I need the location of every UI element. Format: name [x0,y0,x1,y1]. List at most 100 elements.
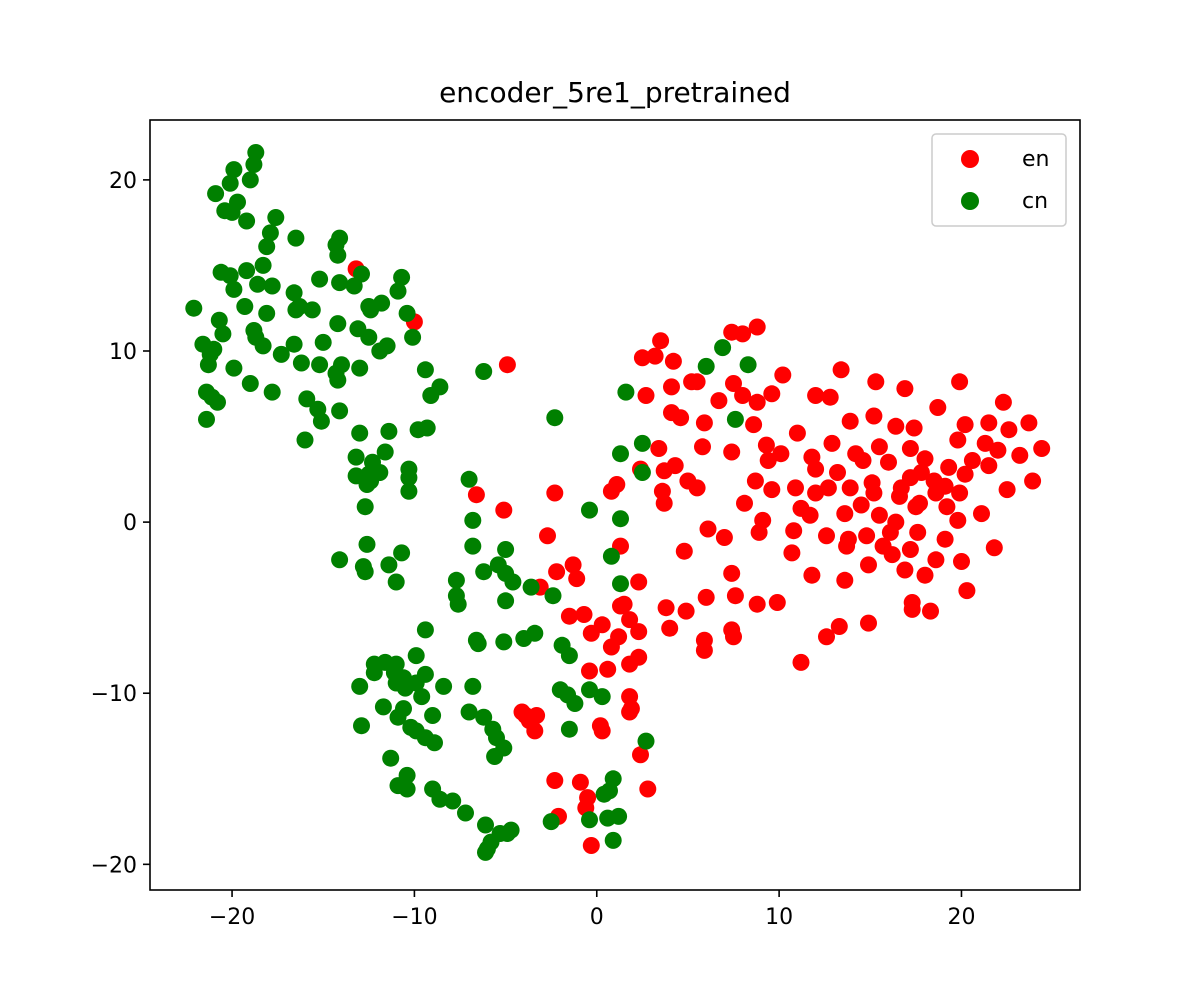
point-cn-63 [416,361,434,379]
point-en-96 [836,505,854,523]
point-en-133 [748,595,766,613]
point-cn-22 [249,275,267,293]
point-cn-42 [329,315,347,333]
point-cn-58 [292,354,310,372]
point-cn-162 [464,677,482,695]
x-tick-label: −10 [391,905,437,930]
point-en-114 [839,530,857,548]
point-cn-41 [258,304,276,322]
point-en-11 [663,378,680,396]
point-cn-60 [314,333,332,351]
point-en-77 [956,465,974,483]
point-en-62 [688,479,706,497]
point-cn-198 [726,410,744,428]
point-en-123 [836,571,854,589]
point-cn-16 [329,246,347,264]
point-en-118 [953,553,970,570]
point-en-160 [610,628,628,646]
point-en-28 [695,414,713,432]
point-cn-183 [610,807,628,825]
point-cn-148 [426,734,443,752]
point-en-146 [792,653,810,671]
point-cn-154 [382,749,400,767]
point-cn-71 [209,393,226,411]
point-en-186 [546,772,564,789]
point-en-55 [976,434,994,452]
point-en-35 [905,419,923,437]
point-cn-29 [393,268,411,286]
point-en-141 [725,628,742,646]
point-cn-121 [495,633,513,651]
legend: en cn [931,133,1067,227]
point-cn-120 [469,635,487,653]
point-cn-96 [475,363,493,380]
point-en-104 [750,523,768,541]
point-en-100 [911,494,928,512]
point-en-117 [927,551,945,569]
point-cn-44 [360,328,378,346]
point-en-105 [785,522,803,540]
y-tick-label: −20 [91,853,137,878]
point-cn-38 [185,299,203,317]
point-cn-189 [612,510,629,528]
point-cn-56 [272,345,290,363]
point-en-14 [710,392,728,410]
point-en-8 [734,325,752,343]
point-en-71 [880,453,897,471]
point-cn-81 [418,419,436,437]
point-en-40 [980,414,998,432]
point-cn-67 [241,375,259,392]
ticks-layer: −20 −10 0 10 20 −20 −10 0 10 20 [91,169,976,930]
point-en-57 [1011,446,1029,464]
point-en-152 [564,556,582,574]
point-en-18 [774,366,792,384]
point-cn-186 [602,547,620,565]
point-cn-175 [477,843,494,861]
point-en-102 [949,511,967,529]
point-en-109 [881,523,899,541]
point-en-79 [998,481,1016,499]
point-cn-26 [331,274,349,292]
point-cn-91 [358,476,376,493]
point-en-53 [940,458,958,476]
y-tick-label: −10 [91,682,137,707]
point-en-4 [633,349,651,367]
point-en-147 [467,486,485,504]
point-en-95 [801,506,819,524]
point-en-119 [675,542,693,560]
point-cn-164 [475,708,493,726]
point-en-138 [661,619,679,637]
point-en-82 [655,494,673,512]
point-en-128 [958,582,976,600]
x-tick-label: 10 [765,905,793,930]
point-en-10 [637,387,655,404]
point-cn-77 [296,431,314,449]
point-cn-50 [214,325,232,343]
point-en-183 [526,722,544,740]
point-cn-192 [617,383,635,401]
point-en-29 [745,416,763,434]
point-cn-112 [358,535,376,553]
point-en-162 [615,595,633,613]
point-en-86 [865,484,883,502]
point-cn-95 [356,498,374,516]
point-cn-20 [221,267,239,285]
point-en-175 [581,662,598,680]
point-cn-99 [464,537,482,555]
point-cn-142 [413,688,431,706]
point-en-51 [901,440,919,457]
point-cn-18 [238,262,256,280]
point-cn-46 [378,337,396,355]
point-en-167 [630,648,648,666]
point-en-23 [867,373,885,391]
point-cn-94 [400,482,418,500]
point-en-154 [560,607,578,625]
point-cn-185 [637,732,655,750]
point-cn-160 [444,792,462,810]
point-cn-149 [424,707,442,724]
point-en-15 [725,375,742,392]
point-cn-151 [351,677,369,695]
point-cn-187 [612,575,629,593]
point-cn-3 [241,171,259,189]
point-cn-109 [449,595,467,613]
